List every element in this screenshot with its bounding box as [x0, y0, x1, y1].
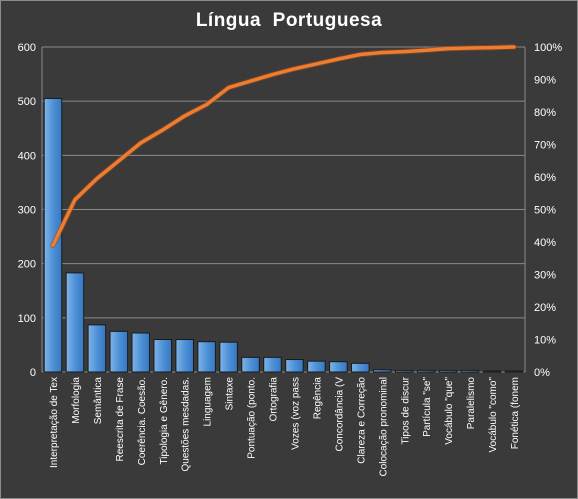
bar [131, 332, 151, 373]
category-label: Regência [312, 377, 323, 420]
bar [307, 360, 326, 373]
bar [416, 369, 436, 373]
y2-tick-label: 50% [534, 205, 556, 217]
y2-tick-label: 0% [534, 367, 550, 379]
category-label: Partícula "se" [422, 377, 433, 437]
y2-tick-label: 40% [534, 237, 556, 249]
y2-tick-label: 60% [534, 172, 556, 184]
gridlines [41, 46, 526, 373]
y2-tick-label: 80% [534, 107, 556, 119]
category-label: Reescrita de Frase [115, 377, 126, 462]
bar [43, 97, 63, 373]
category-label: Vozes (voz pass [290, 377, 301, 450]
cumulative-line [51, 45, 516, 248]
y-tick-label: 500 [18, 96, 36, 108]
bar [504, 370, 524, 373]
category-label: Vocábulo "como" [488, 377, 499, 453]
category-label: Concordância (V [334, 377, 345, 452]
left-axis-ticks: 0 100 200 300 400 500 600 [18, 42, 36, 379]
y2-tick-label: 20% [534, 302, 556, 314]
category-label: Sintaxe [225, 377, 236, 411]
bar [460, 369, 480, 373]
bar [87, 324, 107, 373]
cumulative-line-shadow [50, 44, 517, 249]
right-axis-ticks: 0% 10% 20% 30% 40% 50% 60% 70% 80% 90% 100% [534, 42, 562, 379]
y2-tick-label: 90% [534, 75, 556, 87]
bar [241, 356, 260, 373]
bar-series [43, 97, 524, 373]
bar [263, 356, 282, 373]
bar [373, 369, 392, 373]
category-label: Linguagem [203, 377, 214, 426]
bar [175, 339, 194, 373]
category-label: Coerência. Coesão. [137, 377, 148, 465]
bar [65, 272, 85, 373]
bar [438, 369, 458, 373]
category-labels: Interpretação de Tex Morfologia Semântica R… [49, 376, 521, 476]
category-label: Questões mesdadas. [181, 377, 192, 472]
category-label: Ortografia [269, 377, 280, 422]
bar [153, 339, 173, 373]
category-label: Vocábulo "que" [444, 377, 455, 445]
category-label: Semântica [93, 377, 104, 425]
category-label: Pontuação (ponto. [247, 377, 258, 459]
y-tick-label: 200 [18, 259, 36, 271]
bar [197, 341, 216, 373]
category-label: Paralelismo [466, 377, 477, 430]
category-label: Tipologia e Gênero. [159, 377, 170, 464]
bar [109, 330, 129, 373]
y2-tick-label: 10% [534, 335, 556, 347]
y-tick-label: 400 [18, 150, 36, 162]
bar [329, 361, 348, 373]
y2-tick-label: 30% [534, 270, 556, 282]
bar [394, 369, 414, 373]
category-label: Colocação pronominal [378, 377, 389, 477]
bar [351, 362, 370, 373]
y-tick-label: 0 [30, 367, 36, 379]
y-tick-label: 600 [18, 42, 36, 54]
y2-tick-label: 100% [534, 42, 562, 54]
bar [482, 370, 502, 373]
cumulative-line-series [50, 44, 517, 249]
category-label: Fonética (fonem [510, 377, 521, 449]
category-label: Tipos de discur [400, 376, 411, 444]
bar [219, 341, 238, 373]
category-label: Clareza e Correção [356, 377, 367, 464]
y-tick-label: 100 [18, 313, 36, 325]
category-label: Morfologia [71, 377, 82, 424]
bar [285, 359, 304, 373]
y-tick-label: 300 [18, 205, 36, 217]
y2-tick-label: 70% [534, 140, 556, 152]
chart-title: Língua Portuguesa [195, 10, 383, 31]
category-label: Interpretação de Tex [49, 377, 60, 468]
